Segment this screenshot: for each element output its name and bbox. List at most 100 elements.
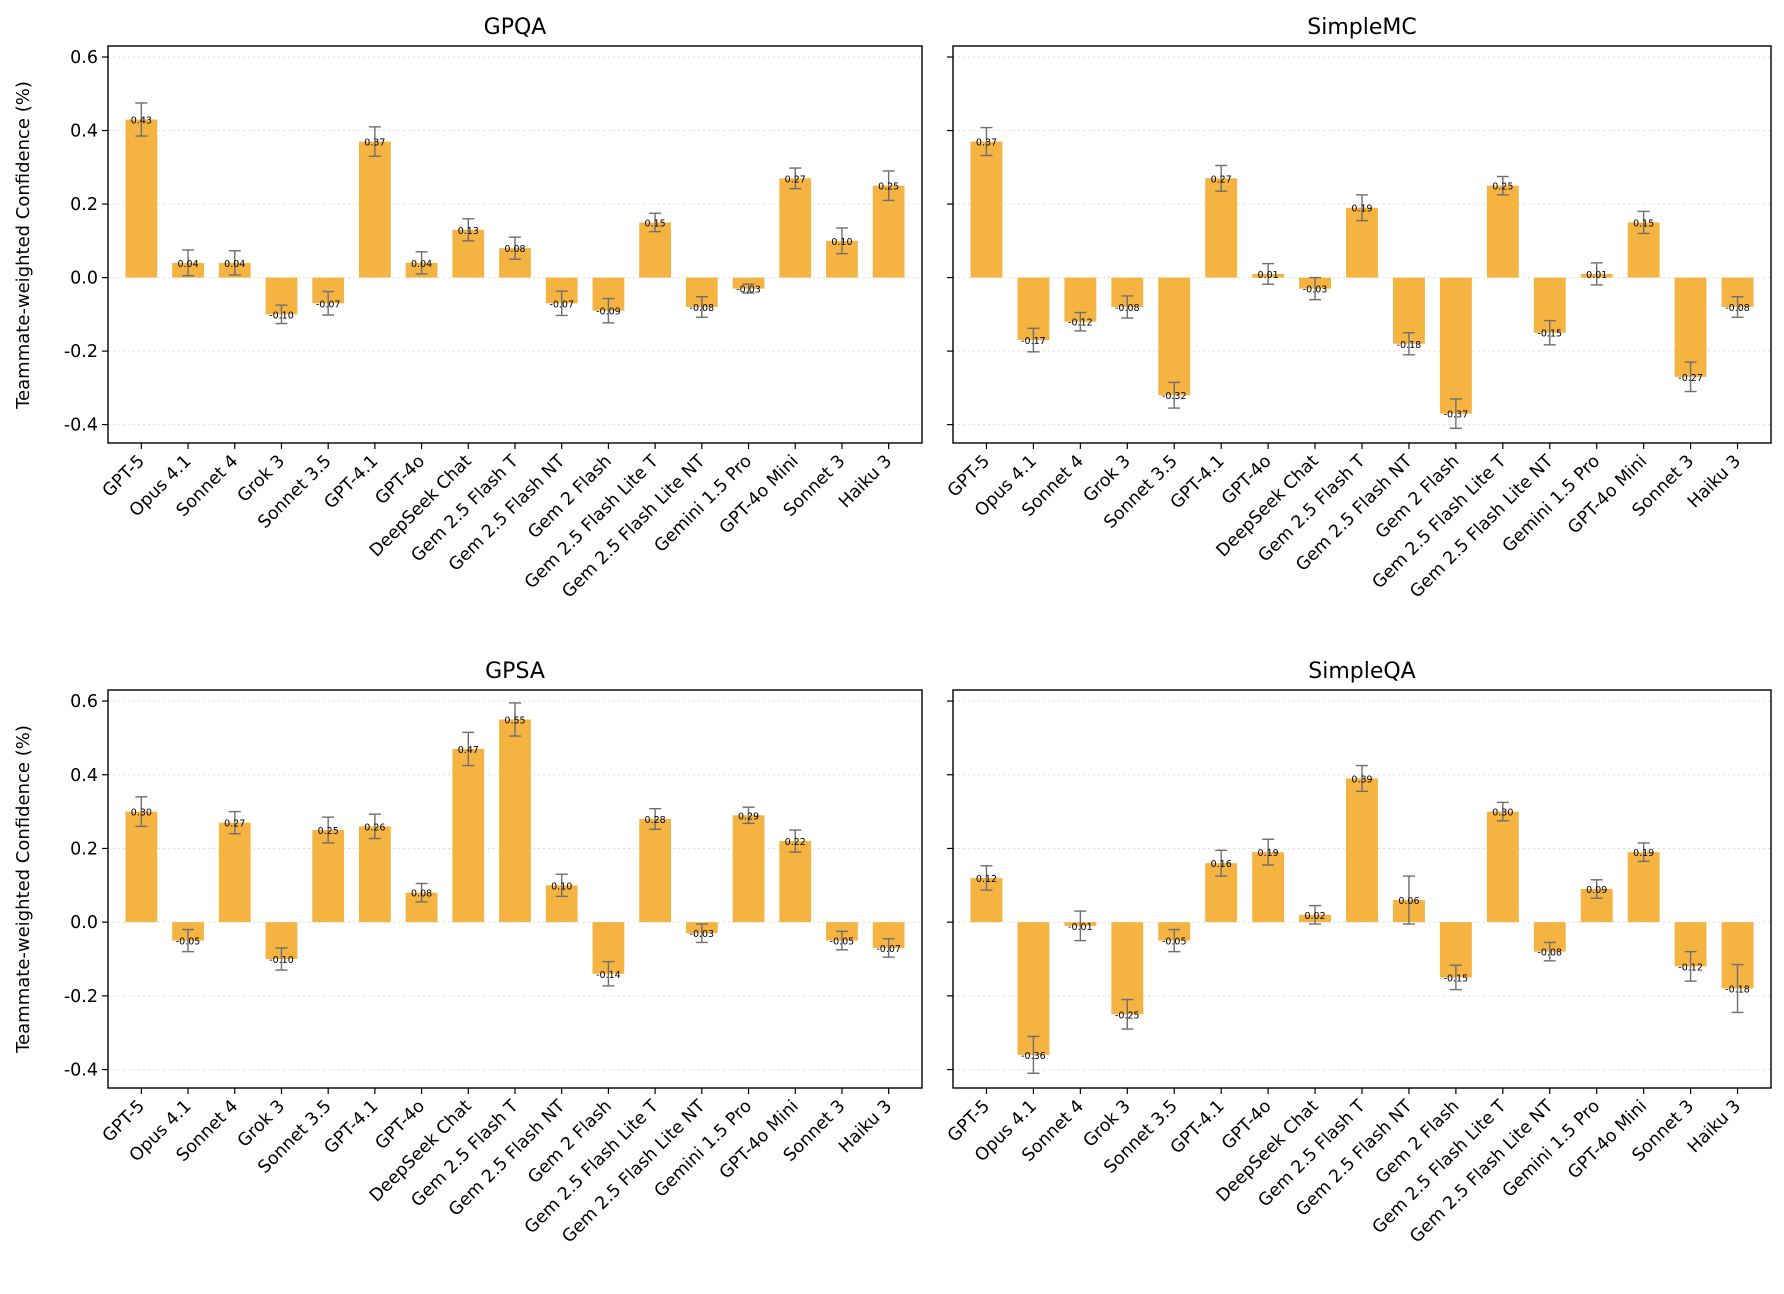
data-label: 0.04 — [177, 259, 198, 270]
data-label: -0.07 — [316, 299, 341, 310]
y-tick-label: 0.0 — [70, 269, 98, 289]
data-label: -0.05 — [830, 937, 855, 948]
bar — [218, 822, 251, 923]
data-label: -0.07 — [876, 944, 901, 955]
data-label: 0.08 — [504, 244, 525, 255]
data-label: -0.01 — [1068, 922, 1093, 933]
data-label: -0.32 — [1162, 391, 1187, 402]
y-tick-label: 0.2 — [70, 839, 98, 859]
data-label: 0.19 — [1633, 848, 1654, 859]
panel-gpqa: GPQA 0.6 0.4 0.2 0.0 -0.2 -0.4 0.43 0.04 0.04 -0.… — [64, 15, 923, 602]
y-tick-label: -0.2 — [64, 987, 98, 1007]
data-label: -0.27 — [1678, 373, 1703, 384]
bar — [1439, 277, 1472, 414]
data-label: 0.27 — [224, 819, 245, 830]
data-label: -0.25 — [1115, 1010, 1140, 1021]
data-label: -0.36 — [1021, 1051, 1046, 1062]
data-label: -0.08 — [690, 303, 715, 314]
data-label: 0.09 — [1586, 885, 1607, 896]
data-label: 0.30 — [131, 808, 152, 819]
data-label: 0.22 — [785, 837, 806, 848]
data-label: -0.10 — [269, 310, 294, 321]
bar — [1158, 277, 1191, 396]
data-label: 0.10 — [551, 881, 572, 892]
data-label: -0.08 — [1725, 303, 1750, 314]
data-label: 0.25 — [878, 182, 899, 193]
bar — [732, 277, 765, 289]
panel-title: GPQA — [484, 15, 547, 40]
data-label: -0.03 — [736, 285, 761, 296]
data-label: 0.26 — [364, 822, 385, 833]
x-tick-label: Haiku 3 — [1684, 451, 1745, 512]
data-label: -0.05 — [176, 937, 201, 948]
y-tick-label: 0.0 — [70, 913, 98, 933]
data-label: 0.47 — [458, 745, 479, 756]
data-label: 0.28 — [645, 815, 666, 826]
data-label: 0.16 — [1211, 859, 1232, 870]
bar — [1674, 277, 1707, 377]
bar — [125, 811, 158, 923]
data-label: 0.13 — [458, 226, 479, 237]
data-label: -0.15 — [1537, 329, 1562, 340]
data-label: -0.17 — [1021, 336, 1046, 347]
bar — [125, 119, 158, 278]
data-label: 0.27 — [785, 174, 806, 185]
data-label: -0.14 — [596, 970, 621, 981]
data-label: 0.10 — [831, 237, 852, 248]
data-label: 0.12 — [976, 874, 997, 885]
panel-simplemc: SimpleMC 0.37 -0.17 -0.12 -0.08 -0.32 0.27 0.0… — [944, 15, 1772, 602]
data-label: -0.15 — [1444, 973, 1469, 984]
data-label: 0.19 — [1351, 204, 1372, 215]
data-label: -0.03 — [690, 929, 715, 940]
data-label: 0.15 — [1633, 218, 1654, 229]
data-label: -0.12 — [1068, 318, 1093, 329]
bar — [452, 748, 485, 923]
data-label: -0.09 — [596, 307, 621, 318]
bar — [970, 141, 1003, 278]
data-label: 0.55 — [504, 715, 525, 726]
bar — [359, 826, 391, 923]
bar — [732, 815, 765, 923]
bar — [1017, 922, 1050, 1055]
data-label: 0.30 — [1492, 808, 1513, 819]
data-label: -0.08 — [1115, 303, 1140, 314]
data-label: 0.08 — [411, 889, 432, 900]
data-label: -0.10 — [269, 955, 294, 966]
data-label: -0.07 — [549, 299, 574, 310]
data-label: 0.37 — [976, 138, 997, 149]
data-label: 0.27 — [1211, 174, 1232, 185]
data-label: 0.25 — [318, 826, 339, 837]
bar — [1346, 778, 1378, 923]
bar — [1486, 185, 1519, 278]
data-label: 0.25 — [1492, 182, 1513, 193]
y-tick-label: 0.6 — [70, 692, 98, 712]
data-label: -0.18 — [1725, 985, 1750, 996]
bar — [1627, 852, 1660, 923]
bar — [1205, 178, 1238, 278]
data-label: 0.01 — [1258, 270, 1279, 281]
bar — [312, 830, 345, 923]
y-tick-label: -0.4 — [64, 1061, 98, 1081]
panel-title: SimpleMC — [1307, 15, 1416, 40]
bar — [499, 719, 531, 923]
data-label: 0.39 — [1351, 774, 1372, 785]
y-tick-label: 0.4 — [70, 766, 98, 786]
y-axis-label: Teammate-weighted Confidence (%) — [13, 725, 34, 1054]
y-tick-label: 0.6 — [70, 48, 98, 68]
data-label: -0.05 — [1162, 937, 1187, 948]
y-tick-label: 0.4 — [70, 122, 98, 142]
data-label: -0.08 — [1537, 948, 1562, 959]
bar — [1486, 811, 1519, 923]
y-tick-label: 0.2 — [70, 195, 98, 215]
bar — [779, 841, 812, 923]
data-label: 0.02 — [1304, 911, 1325, 922]
data-label: 0.37 — [364, 138, 385, 149]
data-label: -0.12 — [1678, 962, 1703, 973]
panel-gpsa: GPSA 0.6 0.4 0.2 0.0 -0.2 -0.4 0.30 -0.05 0.27 -0… — [64, 659, 923, 1247]
panel-simpleqa: SimpleQA 0.12 -0.36 -0.01 -0.25 -0.05 0.16 0.1… — [944, 659, 1772, 1247]
y-tick-label: -0.4 — [64, 416, 98, 436]
data-label: 0.29 — [738, 811, 759, 822]
data-label: 0.43 — [131, 116, 152, 127]
panel-title: GPSA — [485, 659, 545, 684]
